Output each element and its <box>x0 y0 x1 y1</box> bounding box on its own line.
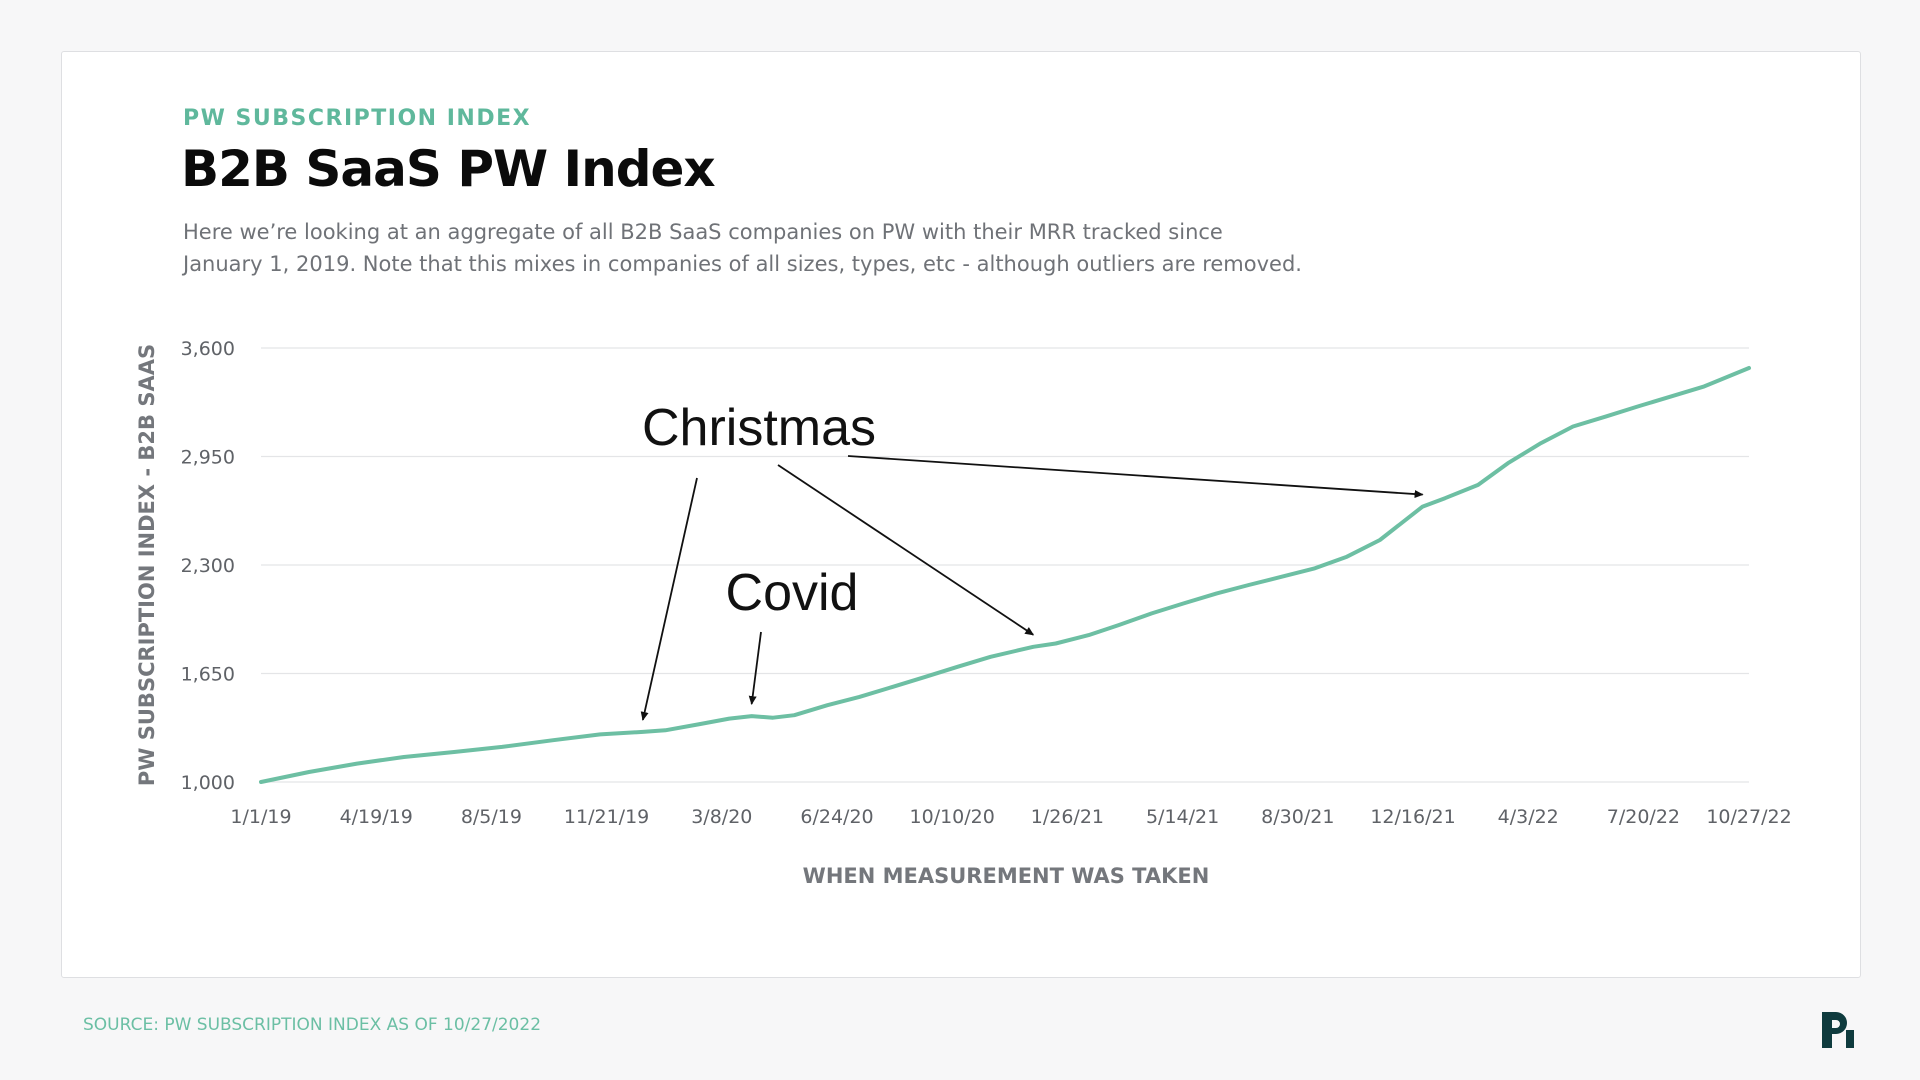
x-tick-label: 11/21/19 <box>564 806 649 828</box>
annotation-label: Christmas <box>642 399 876 457</box>
chart-card <box>61 51 1861 978</box>
y-tick-label: 1,650 <box>181 664 235 686</box>
x-tick-label: 4/3/22 <box>1498 806 1559 828</box>
x-tick-label: 10/27/22 <box>1706 806 1791 828</box>
x-tick-label: 10/10/20 <box>910 806 995 828</box>
pw-logo-icon <box>1818 1010 1858 1054</box>
x-axis-title: WHEN MEASUREMENT WAS TAKEN <box>803 864 1210 888</box>
x-tick-labels: 1/1/19 4/19/19 8/5/19 11/21/19 3/8/20 6/24/20… <box>230 806 1791 828</box>
chart-description: Here we’re looking at an aggregate of al… <box>183 216 1333 280</box>
y-tick-label: 2,950 <box>181 447 235 469</box>
chart-title: B2B SaaS PW Index <box>181 140 716 198</box>
x-tick-label: 1/26/21 <box>1031 806 1104 828</box>
source-note: SOURCE: PW SUBSCRIPTION INDEX AS OF 10/2… <box>83 1015 542 1035</box>
annotation-arrow <box>777 464 1035 636</box>
annotation-arrow <box>748 631 762 706</box>
y-axis-title: PW SUBSCRIPTION INDEX - B2B SAAS <box>135 344 159 786</box>
x-tick-label: 5/14/21 <box>1146 806 1219 828</box>
x-tick-label: 12/16/21 <box>1370 806 1455 828</box>
x-tick-label: 7/20/22 <box>1607 806 1680 828</box>
y-tick-label: 3,600 <box>181 338 235 360</box>
annotations: Christmas Covid <box>640 399 1424 721</box>
y-tick-labels: 1,000 1,650 2,300 2,950 3,600 <box>181 338 235 794</box>
x-tick-label: 4/19/19 <box>340 806 413 828</box>
series-line <box>259 366 1751 784</box>
x-tick-label: 1/1/19 <box>230 806 291 828</box>
x-tick-label: 8/5/19 <box>461 806 522 828</box>
x-tick-label: 8/30/21 <box>1261 806 1334 828</box>
grid-lines <box>261 347 1749 783</box>
description-line-2: January 1, 2019. Note that this mixes in… <box>183 252 1302 276</box>
y-tick-label: 1,000 <box>181 772 235 794</box>
annotation-arrow <box>847 455 1424 499</box>
description-line-1: Here we’re looking at an aggregate of al… <box>183 220 1223 244</box>
annotation-arrow <box>640 477 698 721</box>
x-tick-label: 3/8/20 <box>691 806 752 828</box>
x-tick-label: 6/24/20 <box>800 806 873 828</box>
y-tick-label: 2,300 <box>181 555 235 577</box>
chart-eyebrow: PW SUBSCRIPTION INDEX <box>183 106 532 131</box>
annotation-label: Covid <box>726 564 859 622</box>
